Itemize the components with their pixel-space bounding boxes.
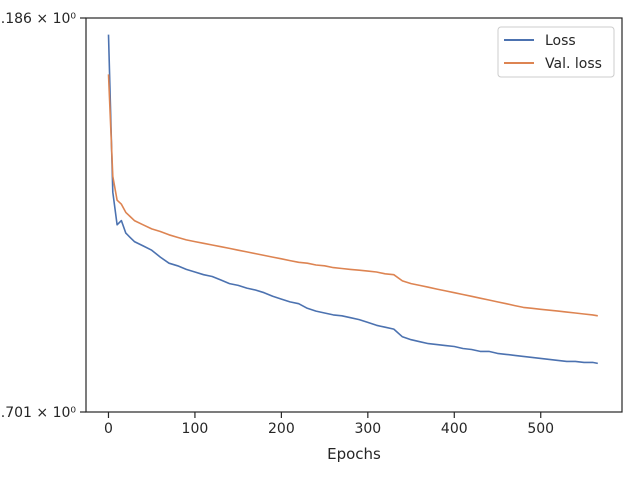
legend-label: Val. loss	[545, 56, 602, 72]
legend-label: Loss	[545, 33, 576, 49]
axes: 0 100 200 300 400 500 1.186 × 10⁰ 0.701 × 10⁰	[0, 11, 623, 437]
y-tick-label: 0.701 × 10⁰	[0, 405, 76, 421]
x-axis-label: Epochs	[327, 445, 381, 463]
x-tick-label: 200	[268, 421, 295, 437]
legend: Loss Val. loss	[497, 26, 615, 78]
plot-frame	[85, 17, 623, 413]
plot-area	[107, 34, 598, 365]
x-tick-label: 0	[104, 421, 113, 437]
x-tick-label: 100	[182, 421, 209, 437]
series-line-loss	[107, 34, 598, 365]
series-line-val-loss	[107, 74, 598, 317]
x-tick-label: 300	[354, 421, 381, 437]
x-tick-label: 500	[527, 421, 554, 437]
y-tick-label: 1.186 × 10⁰	[0, 11, 76, 27]
x-tick-label: 400	[441, 421, 468, 437]
